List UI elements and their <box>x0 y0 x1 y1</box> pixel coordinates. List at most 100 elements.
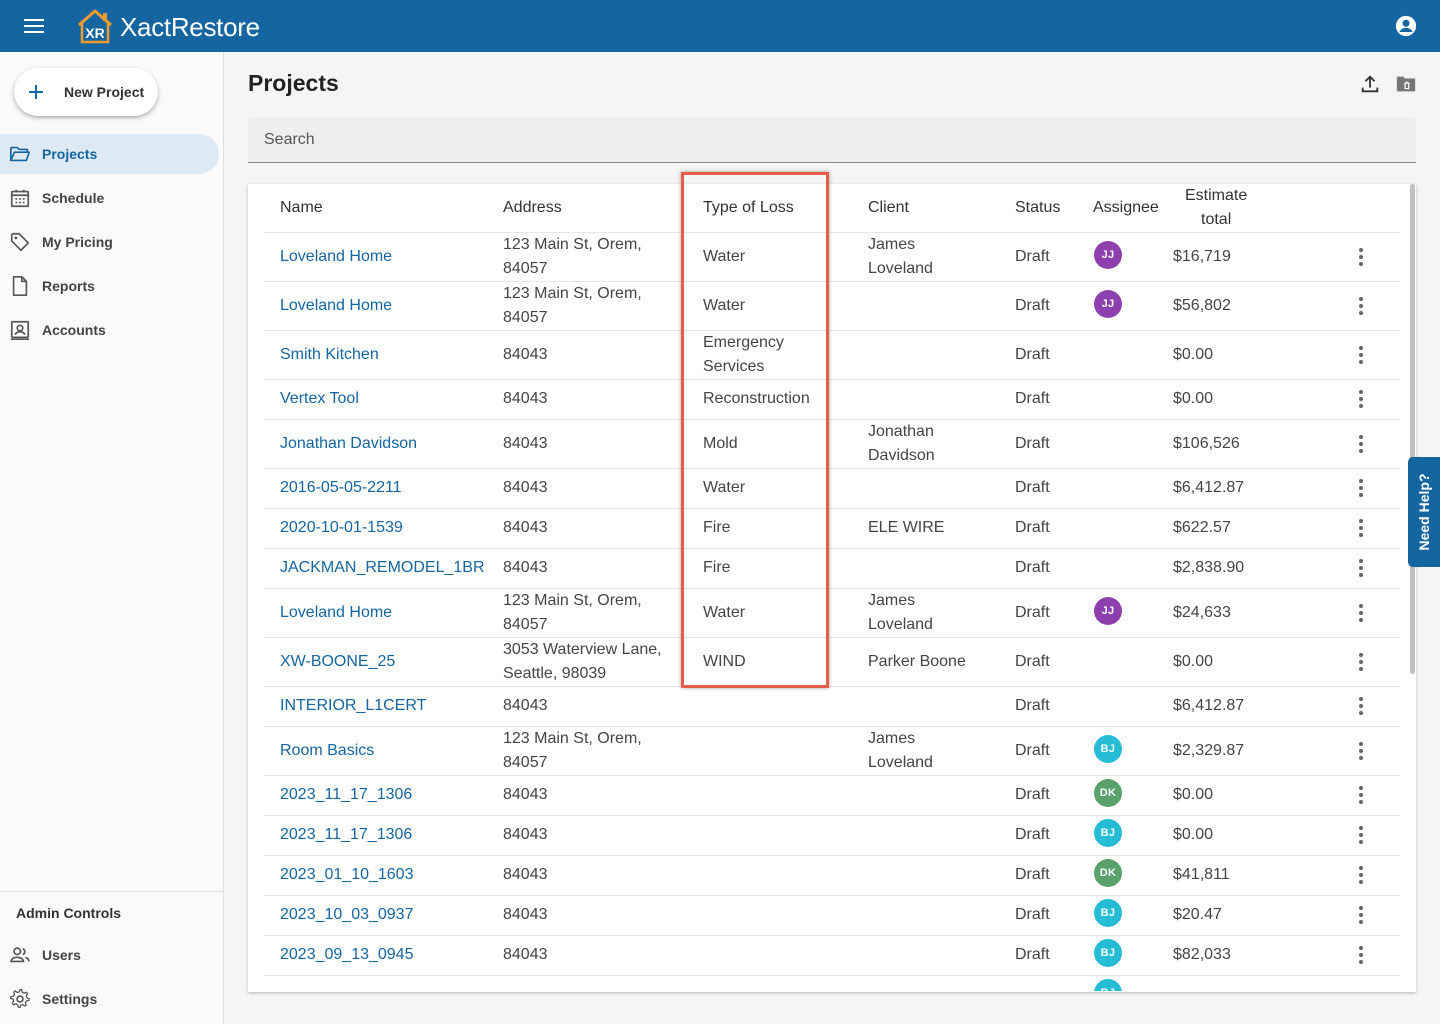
more-vert-icon[interactable] <box>1353 432 1369 456</box>
more-vert-icon[interactable] <box>1353 245 1369 269</box>
more-vert-icon[interactable] <box>1353 650 1369 674</box>
row-divider <box>264 775 1400 776</box>
row-divider <box>264 686 1400 687</box>
row-divider <box>264 508 1400 509</box>
project-name-link[interactable]: INTERIOR_L1CERT <box>280 697 427 714</box>
client-cell-line1: James <box>868 235 916 253</box>
row-divider <box>264 281 1400 282</box>
more-vert-icon[interactable] <box>1353 903 1369 927</box>
column-header-client[interactable]: Client <box>868 199 909 216</box>
type-of-loss-cell-line2: Services <box>703 357 765 375</box>
more-vert-icon[interactable] <box>1353 294 1369 318</box>
status-cell: Draft <box>1015 906 1050 923</box>
project-name-link[interactable]: 2016-05-05-2211 <box>280 479 402 496</box>
hamburger-menu-icon[interactable] <box>22 16 46 36</box>
estimate-total-cell: $0.00 <box>1173 826 1214 843</box>
client-cell: Parker Boone <box>868 652 966 670</box>
need-help-tab[interactable]: Need Help? <box>1408 457 1440 567</box>
column-header-status[interactable]: Status <box>1015 199 1061 216</box>
status-cell: Draft <box>1015 786 1050 803</box>
estimate-total-cell: $6,412.87 <box>1173 479 1245 496</box>
row-divider <box>264 548 1400 549</box>
project-name-link[interactable]: 2023_11_17_1306 <box>280 786 413 803</box>
more-vert-icon[interactable] <box>1353 943 1369 967</box>
sidebar-item-settings[interactable]: Settings <box>0 979 219 1019</box>
more-vert-icon[interactable] <box>1353 516 1369 540</box>
address-cell: 84043 <box>503 946 548 963</box>
more-vert-icon[interactable] <box>1353 863 1369 887</box>
row-divider <box>264 815 1400 816</box>
address-cell-line1: 3053 Waterview Lane, <box>503 640 662 658</box>
more-vert-icon[interactable] <box>1353 783 1369 807</box>
address-cell: 84043 <box>503 786 548 803</box>
estimate-total-cell: $82,033 <box>1173 946 1231 963</box>
project-name-link[interactable]: 2023_09_13_0945 <box>280 946 414 963</box>
project-name-link[interactable]: Loveland Home <box>280 603 393 621</box>
address-cell-line2: 84057 <box>503 308 548 326</box>
column-header-address[interactable]: Address <box>503 199 562 216</box>
sidebar-item-projects[interactable]: Projects <box>0 134 219 174</box>
assignee-avatar: BJ <box>1094 819 1122 847</box>
project-name-link[interactable]: Loveland Home <box>280 296 393 314</box>
sidebar-item-reports[interactable]: Reports <box>0 266 219 306</box>
project-name-link[interactable]: Jonathan Davidson <box>280 434 417 452</box>
upload-icon[interactable] <box>1359 73 1381 95</box>
status-cell: Draft <box>1015 559 1050 576</box>
column-header-type-of-loss[interactable]: Type of Loss <box>703 199 794 216</box>
folder-delete-icon[interactable] <box>1395 73 1417 95</box>
new-project-button[interactable]: New Project <box>14 68 158 116</box>
more-vert-icon[interactable] <box>1353 739 1369 763</box>
row-divider <box>264 379 1400 380</box>
search-input[interactable] <box>248 117 1416 162</box>
project-name-link[interactable]: JACKMAN_REMODEL_1BR <box>280 559 485 576</box>
column-header-estimate-line2[interactable]: total <box>1201 211 1232 228</box>
project-name-link[interactable]: Vertex Tool <box>280 390 359 407</box>
column-header-name[interactable]: Name <box>280 199 323 216</box>
folder-open-icon <box>10 146 30 162</box>
project-name-link[interactable]: Room Basics <box>280 741 375 759</box>
project-name-link[interactable]: 2023_01_10_1603 <box>280 866 414 883</box>
project-name-link[interactable]: XW-BOONE_25 <box>280 652 396 670</box>
project-name-link[interactable]: Smith Kitchen <box>280 345 379 363</box>
address-cell: 84043 <box>503 697 548 714</box>
project-name-link[interactable]: Loveland Home <box>280 247 393 265</box>
sidebar-item-schedule[interactable]: Schedule <box>0 178 219 218</box>
row-divider <box>264 637 1400 638</box>
status-cell: Draft <box>1015 603 1050 621</box>
more-vert-icon[interactable] <box>1353 387 1369 411</box>
table-scrollbar[interactable] <box>1410 184 1415 674</box>
sidebar-item-label: Schedule <box>42 190 105 206</box>
address-cell: 84043 <box>503 390 548 407</box>
column-header-assignee[interactable]: Assignee <box>1093 199 1158 216</box>
plus-icon <box>29 85 43 99</box>
search-field[interactable] <box>248 117 1416 163</box>
more-vert-icon[interactable] <box>1353 343 1369 367</box>
app-title: XactRestore <box>120 12 260 42</box>
status-cell: Draft <box>1015 946 1050 963</box>
row-divider <box>264 855 1400 856</box>
sidebar-item-accounts[interactable]: Accounts <box>0 310 219 350</box>
project-name-link[interactable]: 2020-10-01-1539 <box>280 519 403 536</box>
project-name-link[interactable]: 2023_10_03_0937 <box>280 906 414 923</box>
address-cell-line1: 123 Main St, Orem, <box>503 284 642 302</box>
more-vert-icon[interactable] <box>1353 694 1369 718</box>
sidebar-item-users[interactable]: Users <box>0 935 219 975</box>
more-vert-icon[interactable] <box>1353 823 1369 847</box>
estimate-total-cell: $41,811 <box>1173 866 1230 883</box>
top-app-bar: XR XactRestore <box>0 0 1440 52</box>
assignee-avatar: JJ <box>1094 240 1122 269</box>
table-body: Loveland Home 123 Main St, Orem, 84057 Wate… <box>264 232 1400 991</box>
assignee-avatar: BJ <box>1094 734 1122 763</box>
status-cell: Draft <box>1015 866 1050 883</box>
more-vert-icon[interactable] <box>1353 556 1369 580</box>
project-name-link[interactable]: 2023_11_17_1306 <box>280 826 413 843</box>
account-circle-icon[interactable] <box>1395 15 1417 37</box>
sidebar-item-my-pricing[interactable]: My Pricing <box>0 222 219 262</box>
document-icon <box>12 276 28 296</box>
more-vert-icon[interactable] <box>1353 601 1369 625</box>
more-vert-icon[interactable] <box>1353 476 1369 500</box>
status-cell: Draft <box>1015 652 1050 670</box>
type-of-loss-cell: WIND <box>703 652 746 670</box>
page-title: Projects <box>248 70 339 96</box>
column-header-estimate-line1[interactable]: Estimate <box>1185 187 1248 204</box>
